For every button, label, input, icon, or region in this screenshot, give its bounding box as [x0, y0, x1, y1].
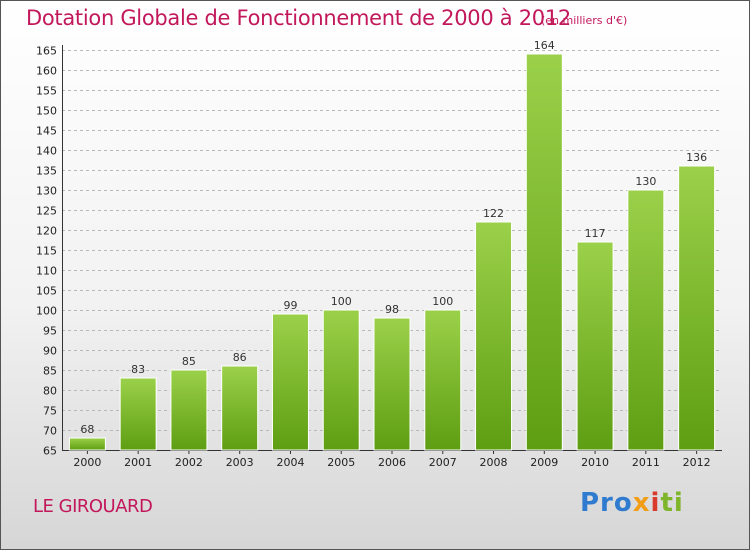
logo-part: Pro: [580, 488, 633, 518]
bar-2010: [576, 241, 614, 451]
y-tick-label: 120: [36, 225, 57, 238]
bar-2004: [271, 313, 309, 451]
y-tick-label: 80: [43, 385, 57, 398]
y-tick-label: 115: [36, 245, 57, 258]
bar-2008: [475, 221, 513, 451]
x-tick-label: 2007: [429, 456, 457, 469]
y-tick-label: 105: [36, 285, 57, 298]
commune-name: LE GIROUARD: [33, 496, 153, 517]
data-label: 100: [331, 295, 352, 308]
y-tick-label: 75: [43, 405, 57, 418]
data-label: 68: [80, 423, 94, 436]
data-label: 164: [534, 39, 555, 52]
bar-2002: [170, 369, 208, 451]
x-tick-label: 2003: [226, 456, 254, 469]
x-tick-label: 2002: [175, 456, 203, 469]
x-tick-label: 2010: [581, 456, 609, 469]
data-labels: 68 83 85 86 99 100 98 100 122 164 117 130 136: [80, 39, 707, 436]
y-tick-label: 65: [43, 445, 57, 458]
y-tick-label: 155: [36, 85, 57, 98]
data-label: 117: [585, 227, 606, 240]
logo-part: x: [632, 488, 651, 518]
logo-part: ti: [660, 488, 684, 518]
y-tick-label: 110: [36, 265, 57, 278]
chart-subtitle: (en milliers d'€): [541, 14, 628, 27]
data-label: 99: [283, 299, 297, 312]
x-tick-labels: 2000 2001 2002 2003 2004 2005 2006 2007 2008 2009…: [73, 456, 710, 469]
bars: [68, 53, 716, 451]
bar-2001: [119, 377, 157, 451]
bar-2000: [68, 437, 106, 451]
x-tick-label: 2000: [73, 456, 101, 469]
y-tick-label: 90: [43, 345, 57, 358]
x-tick-label: 2004: [276, 456, 304, 469]
y-tick-label: 85: [43, 365, 57, 378]
x-tick-label: 2011: [632, 456, 660, 469]
data-label: 83: [131, 363, 145, 376]
x-tick-label: 2006: [378, 456, 406, 469]
x-tick-label: 2009: [530, 456, 558, 469]
x-tick-label: 2001: [124, 456, 152, 469]
bar-2009: [525, 53, 563, 451]
bar-2012: [678, 165, 716, 451]
y-tick-label: 145: [36, 125, 57, 138]
y-tick-label: 135: [36, 165, 57, 178]
bar-2005: [322, 309, 360, 451]
logo-part: i: [650, 488, 661, 518]
y-tick-label: 100: [36, 305, 57, 318]
bar-2011: [627, 189, 665, 451]
y-tick-label: 95: [43, 325, 57, 338]
y-tick-label: 70: [43, 425, 57, 438]
y-tick-label: 165: [36, 45, 57, 58]
y-tick-label: 160: [36, 65, 57, 78]
bar-2007: [424, 309, 462, 451]
chart-title: Dotation Globale de Fonctionnement de 20…: [26, 6, 571, 30]
x-tick-label: 2005: [327, 456, 355, 469]
y-tick-labels: 65 70 75 80 85 90 95 100 105 110 115 120 125 130 135 14…: [36, 45, 57, 458]
data-label: 98: [385, 303, 399, 316]
proxiti-logo: Proxiti: [580, 488, 684, 518]
y-tick-label: 140: [36, 145, 57, 158]
x-tick-label: 2012: [683, 456, 711, 469]
y-tick-label: 150: [36, 105, 57, 118]
y-tick-label: 130: [36, 185, 57, 198]
data-label: 100: [432, 295, 453, 308]
data-label: 122: [483, 207, 504, 220]
data-label: 85: [182, 355, 196, 368]
x-tick-label: 2008: [480, 456, 508, 469]
data-label: 136: [686, 151, 707, 164]
data-label: 130: [635, 175, 656, 188]
bar-2006: [373, 317, 411, 451]
data-label: 86: [233, 351, 247, 364]
bar-2003: [221, 365, 259, 451]
y-tick-label: 125: [36, 205, 57, 218]
